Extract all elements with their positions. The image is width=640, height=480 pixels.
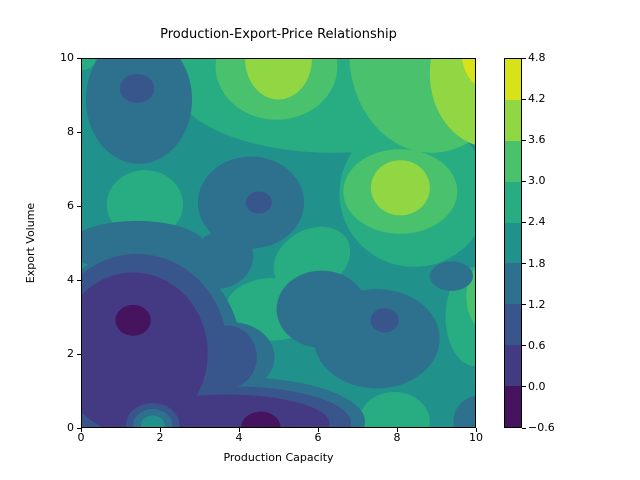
contour-region [370,308,399,333]
colorbar-tick-label: 4.8 [528,51,546,64]
colorbar-tick-mark [522,221,526,223]
contour-region [197,325,257,389]
colorbar-tick-mark [522,427,526,429]
contour-plot [82,59,475,427]
contour-region [82,272,208,427]
colorbar-tick-mark [522,98,526,100]
x-tick-label: 8 [393,431,401,444]
colorbar-tick-label: 0.0 [528,379,546,393]
contour-region [453,396,475,427]
colorbar-segment [505,263,521,305]
colorbar-tick-mark [522,386,526,388]
y-tick-label: 10 [60,51,74,64]
colorbar-segment [505,386,521,428]
y-tick-mark [77,131,81,133]
y-tick-label: 0 [67,421,74,434]
colorbar-segment [505,140,521,182]
colorbar-segment [505,181,521,223]
y-tick-mark [77,353,81,355]
chart-title: Production-Export-Price Relationship [160,27,397,42]
x-tick-label: 4 [235,431,243,444]
y-tick-mark [77,279,81,281]
colorbar-tick-label: 3.0 [528,174,546,188]
contour-region [115,304,151,336]
colorbar-segment [505,59,521,100]
contour-region [119,74,155,103]
y-tick-label: 6 [67,199,74,212]
contour-region [429,59,475,145]
colorbar-tick-label: −0.6 [528,421,555,434]
x-tick-mark [238,428,240,432]
y-tick-label: 4 [67,273,74,286]
y-axis-label: Export Volume [24,202,37,284]
colorbar-tick-mark [522,263,526,265]
colorbar-segment [505,304,521,346]
contour-region [461,59,475,85]
colorbar-tick-mark [522,304,526,306]
colorbar-segment [505,345,521,387]
y-tick-mark [77,205,81,207]
x-axis-label: Production Capacity [223,451,334,464]
colorbar-tick-mark [522,180,526,182]
x-tick-label: 2 [156,431,164,444]
colorbar-tick-mark [522,345,526,347]
x-tick-mark [80,428,82,432]
colorbar-segment [505,99,521,141]
plot-area [81,58,476,428]
x-tick-mark [475,428,477,432]
contour-region [241,411,281,427]
x-tick-label: 10 [469,431,483,444]
colorbar [504,58,522,428]
y-tick-mark [77,57,81,59]
colorbar-tick-label: 3.6 [528,133,546,147]
contour-region [245,59,312,100]
colorbar-tick-mark [522,57,526,59]
x-tick-mark [317,428,319,432]
contour-region [245,191,272,214]
contour-region [82,59,96,71]
x-tick-label: 6 [314,431,322,444]
colorbar-tick-label: 0.6 [528,338,546,352]
y-tick-label: 8 [67,125,74,138]
contour-region [313,289,440,389]
contour-region [370,160,430,216]
colorbar-tick-mark [522,139,526,141]
colorbar-segment [505,222,521,264]
x-tick-mark [159,428,161,432]
x-tick-mark [396,428,398,432]
contour-region [429,261,474,291]
x-tick-label: 0 [77,431,85,444]
contour-region [140,415,165,427]
contour-region [359,392,430,427]
colorbar-tick-label: 1.2 [528,297,546,311]
contour-region [85,59,193,164]
colorbar-tick-label: 4.2 [528,92,546,106]
y-tick-label: 2 [67,347,74,360]
colorbar-tick-label: 2.4 [528,215,546,229]
colorbar-tick-label: 1.8 [528,256,546,270]
y-tick-mark [77,427,81,429]
